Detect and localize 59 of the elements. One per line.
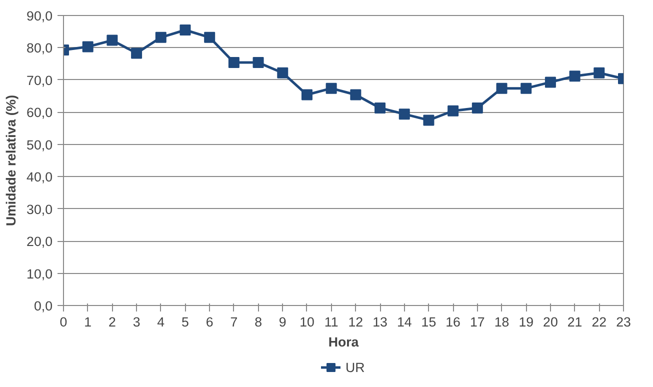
y-tick-label: 50,0 [26,137,53,152]
point [520,82,532,94]
x-tick-label: 12 [348,314,364,330]
x-tick-label: 6 [206,314,214,330]
x-tick-label: 7 [230,314,238,330]
point [398,108,410,120]
point [496,82,508,94]
y-tick-label: 90,0 [26,8,53,24]
x-tick-label: 19 [518,314,534,330]
point [301,89,312,100]
point [594,67,605,78]
point [423,114,434,126]
x-tick-label: 4 [157,314,166,330]
point [82,41,94,52]
point [155,32,166,43]
point [374,102,386,114]
x-tick-label: 18 [494,314,510,330]
point [204,32,216,43]
x-tick-label: 5 [182,314,189,330]
x-tick-label: 10 [300,314,314,330]
x-tick-label: 11 [324,314,338,330]
point [277,67,288,78]
y-tick-label: 60,0 [26,105,53,120]
x-tick-label: 14 [396,314,412,330]
x-tick-label: 0 [60,314,68,330]
x-tick-label: 8 [254,314,262,330]
point [228,57,240,68]
point [180,24,191,36]
x-axis-title: Hora [328,334,360,350]
x-tick-label: 17 [470,314,485,330]
y-tick-label: 10,0 [26,266,53,282]
y-axis-title: Umidade relativa (%) [4,94,19,226]
y-tick-label: 0,0 [34,298,53,314]
x-tick-label: 15 [421,314,436,330]
point [544,76,556,88]
point [106,34,118,46]
y-tick-label: 70,0 [26,72,53,88]
x-tick-label: 20 [543,314,558,330]
x-tick-label: 3 [132,314,140,330]
y-tick-label: 40,0 [26,170,53,185]
y-tick-label: 30,0 [26,202,53,217]
point [448,105,459,116]
x-tick-label: 1 [84,314,92,330]
x-tick-label: 13 [372,314,388,330]
y-tick-label: 80,0 [26,40,53,56]
x-tick-label: 21 [567,314,582,330]
point [569,70,580,82]
x-tick-label: 22 [592,314,607,330]
x-tick-label: 2 [108,314,116,330]
point [472,102,483,114]
point [131,48,142,59]
point [252,57,264,68]
point [350,89,362,100]
x-tick-label: 23 [616,314,631,330]
legend-label: UR [346,360,366,374]
x-tick-label: 16 [446,314,460,330]
y-tick-label: 20,0 [26,234,53,250]
point [326,82,337,94]
x-tick-label: 9 [278,314,286,330]
